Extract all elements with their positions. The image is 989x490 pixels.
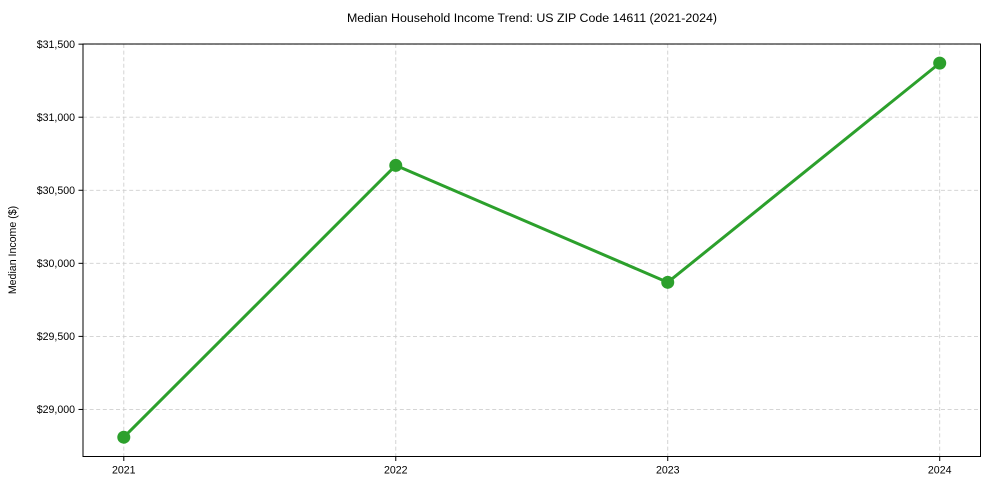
trend-line bbox=[122, 61, 942, 439]
plot-border bbox=[82, 43, 981, 457]
x-tick-label: 2022 bbox=[384, 465, 408, 477]
y-axis-label: Median Income ($) bbox=[7, 206, 19, 294]
y-tick-label: $30,000 bbox=[37, 258, 75, 270]
data-point-2023 bbox=[661, 275, 675, 289]
x-tick-label: 2023 bbox=[656, 465, 680, 477]
series-layer bbox=[117, 56, 947, 444]
y-tick-label: $30,500 bbox=[37, 185, 75, 197]
y-tick-label: $29,000 bbox=[37, 404, 75, 416]
data-point-2024 bbox=[933, 56, 947, 70]
grid-layer bbox=[83, 43, 981, 457]
data-point-2022 bbox=[389, 158, 403, 172]
x-tick-label: 2024 bbox=[928, 465, 952, 477]
data-point-2021 bbox=[117, 430, 131, 444]
y-tick-label: $31,500 bbox=[37, 39, 75, 51]
tick-layer: $29,000 $29,500 $30,000 $30,500 $31,000 $31,5… bbox=[37, 39, 952, 477]
y-tick-label: $29,500 bbox=[37, 331, 75, 343]
x-tick-label: 2021 bbox=[112, 465, 136, 477]
chart-title: Median Household Income Trend: US ZIP Co… bbox=[347, 11, 717, 25]
y-tick-label: $31,000 bbox=[37, 112, 75, 124]
